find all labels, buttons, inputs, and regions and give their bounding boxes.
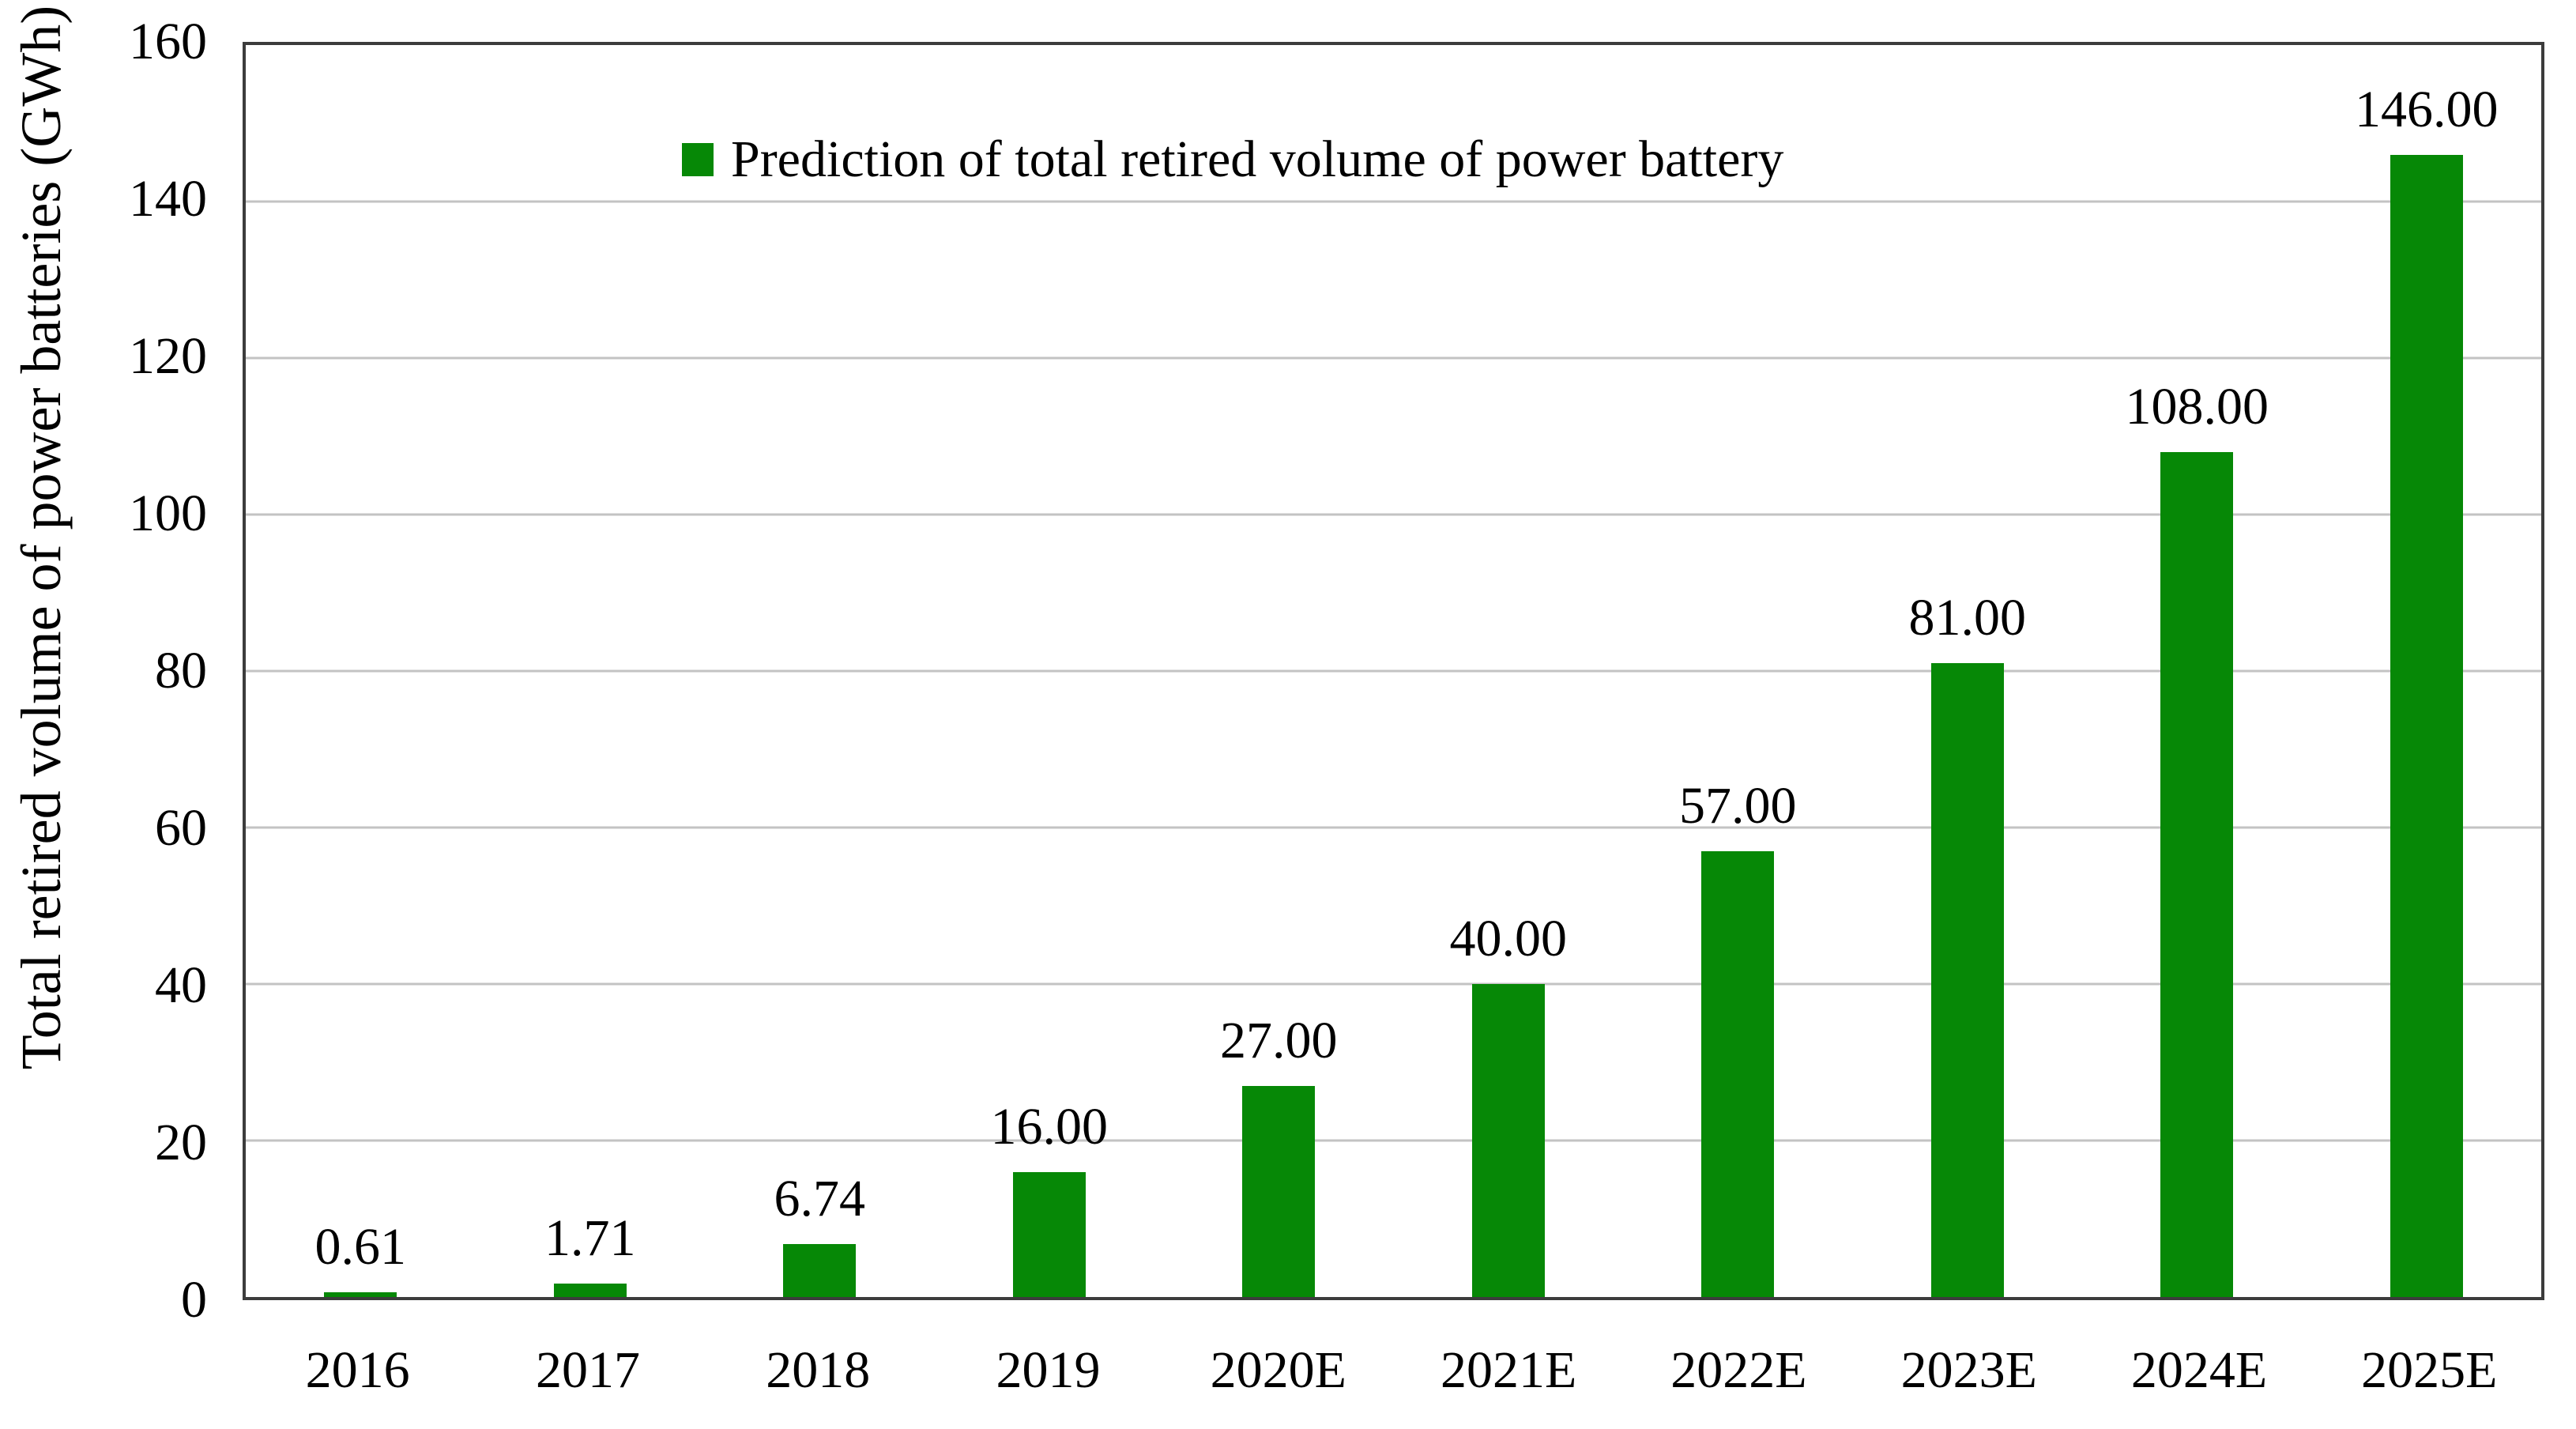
legend-swatch-icon — [682, 143, 714, 176]
bar-value-label: 27.00 — [1220, 1011, 1338, 1069]
y-tick-label: 40 — [155, 956, 207, 1014]
bar-2018 — [783, 1244, 857, 1297]
x-tick-label: 2022E — [1670, 1341, 1807, 1399]
gridline — [246, 826, 2541, 829]
gridline — [246, 1139, 2541, 1142]
gridline — [246, 200, 2541, 203]
bar-2022E — [1701, 850, 1775, 1297]
x-tick-label: 2024E — [2130, 1341, 2268, 1399]
bar-value-label: 40.00 — [1449, 910, 1568, 967]
y-tick-label: 20 — [155, 1114, 207, 1171]
x-tick-label: 2018 — [766, 1341, 871, 1399]
y-tick-label: 0 — [181, 1271, 207, 1329]
gridline — [246, 356, 2541, 360]
bar-value-label: 81.00 — [1908, 589, 2027, 647]
bar-2024E — [2160, 451, 2234, 1297]
bar-2025E — [2390, 154, 2463, 1297]
bar-2019 — [1012, 1171, 1086, 1297]
x-tick-label: 2020E — [1210, 1341, 1346, 1399]
y-tick-label: 140 — [129, 170, 207, 228]
x-axis-tick-labels: 2016 2017 2018 2019 2020E 2021E 2022E 2023E 2024… — [243, 1341, 2544, 1400]
gridline — [246, 513, 2541, 516]
y-tick-label: 160 — [129, 13, 207, 70]
legend-label: Prediction of total retired volume of po… — [731, 130, 1784, 188]
legend: Prediction of total retired volume of po… — [682, 134, 1783, 186]
x-tick-label: 2023E — [1900, 1341, 2037, 1399]
x-tick-label: 2019 — [996, 1341, 1101, 1399]
bar-value-label: 0.61 — [314, 1217, 407, 1276]
x-tick-label: 2025E — [2361, 1341, 2498, 1399]
bar-value-label: 146.00 — [2355, 80, 2499, 138]
gridline — [246, 982, 2541, 986]
y-tick-label: 120 — [129, 327, 207, 385]
bar-2017 — [553, 1284, 627, 1297]
x-tick-label: 2021E — [1440, 1341, 1577, 1399]
bar-2020E — [1242, 1085, 1316, 1297]
bar-2023E — [1930, 663, 2004, 1297]
bar-2021E — [1471, 984, 1545, 1297]
bar-value-label: 1.71 — [544, 1209, 636, 1268]
gridline — [246, 669, 2541, 673]
y-tick-label: 60 — [155, 799, 207, 857]
x-tick-label: 2016 — [305, 1341, 410, 1399]
y-axis-tick-labels: 0 20 40 60 80 100 120 140 160 — [0, 16, 207, 1326]
bar-value-label: 57.00 — [1679, 776, 1797, 835]
bar-2016 — [324, 1291, 397, 1297]
bar-value-label: 108.00 — [2125, 377, 2269, 435]
plot-area: Prediction of total retired volume of po… — [243, 42, 2544, 1300]
y-tick-label: 80 — [155, 642, 207, 699]
y-tick-label: 100 — [129, 485, 207, 542]
bar-value-label: 16.00 — [990, 1097, 1109, 1156]
bar-value-label: 6.74 — [774, 1170, 866, 1228]
x-tick-label: 2017 — [535, 1341, 640, 1399]
